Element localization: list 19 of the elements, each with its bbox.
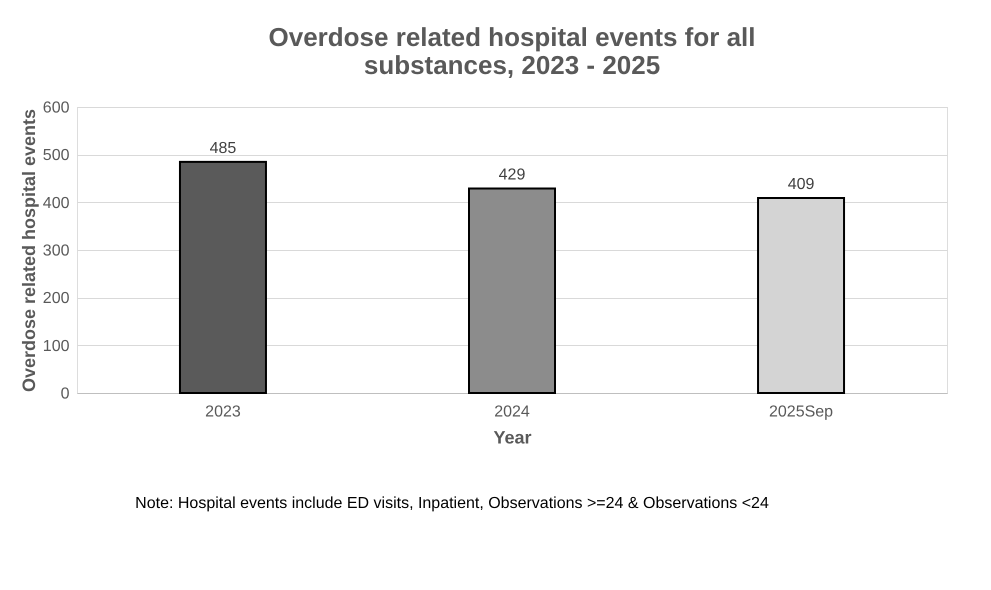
y-tick-label: 0 (60, 386, 70, 402)
data-label: 409 (788, 176, 814, 194)
x-tick-label: 2025Sep (769, 404, 834, 420)
y-tick-label: 100 (42, 338, 70, 355)
y-axis-title: Overdose related hospital events (18, 108, 39, 392)
y-tick-label: 600 (42, 100, 70, 116)
chart-title: Overdose related hospital events for all substances, 2023 - 2025 (268, 22, 756, 80)
data-label: 485 (210, 140, 236, 157)
x-tick-label: 2023 (205, 404, 241, 420)
y-tick-label: 300 (42, 242, 70, 260)
data-label: 429 (498, 166, 526, 184)
x-tick-label: 2024 (494, 404, 530, 420)
bar (468, 188, 556, 394)
bar (178, 160, 267, 394)
y-tick-label: 200 (42, 290, 70, 308)
x-axis-title: Year (493, 428, 532, 448)
y-tick-label: 400 (42, 194, 70, 212)
y-tick-label: 500 (42, 147, 70, 164)
text: Note: Hospital events include ED visits, Inpatient, Observations >=24 & Observations <24 (135, 495, 769, 512)
